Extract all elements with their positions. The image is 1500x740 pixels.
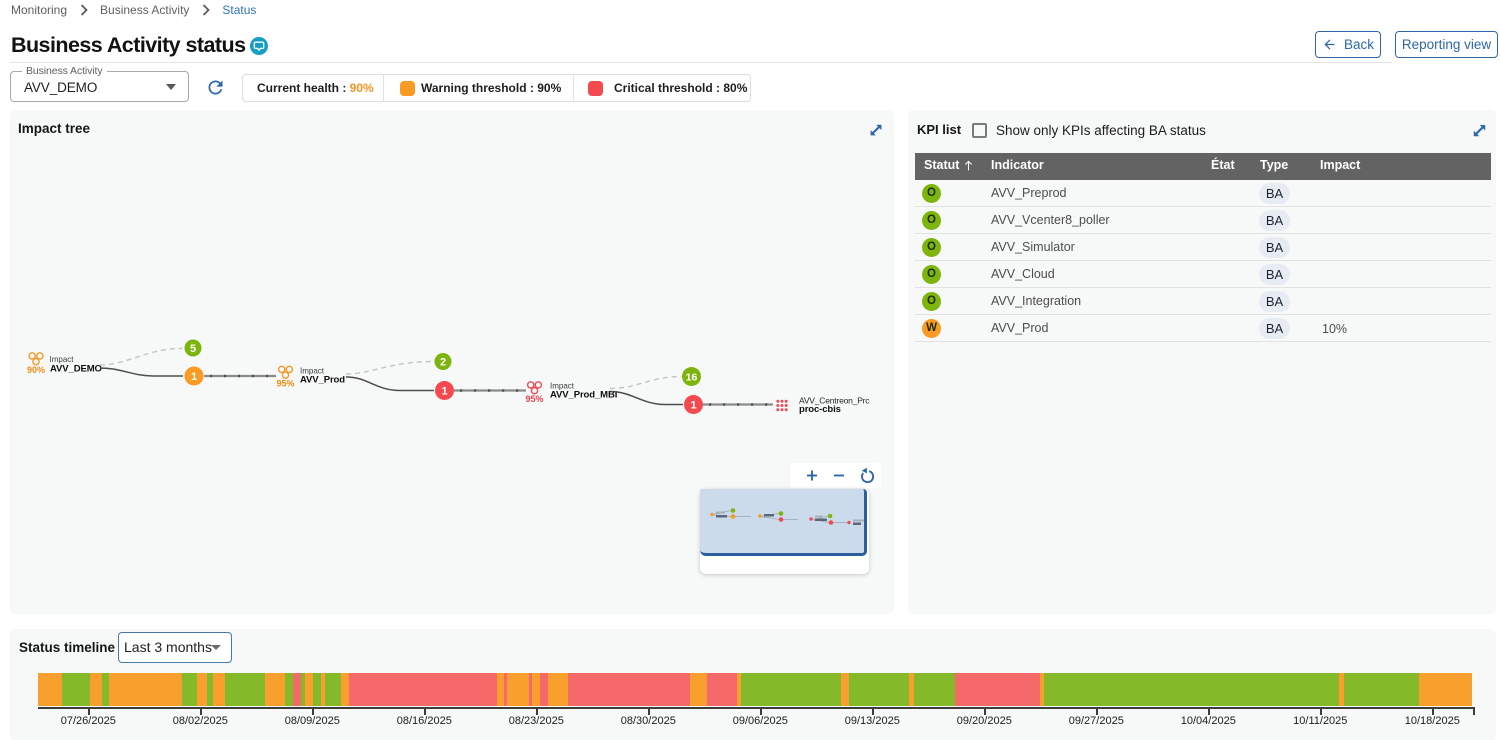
svg-text:proc-cbis: proc-cbis <box>799 404 841 415</box>
svg-text:90%: 90% <box>27 365 45 375</box>
svg-text:1: 1 <box>441 386 447 398</box>
svg-text:1: 1 <box>690 400 696 412</box>
svg-text:95%: 95% <box>276 379 294 389</box>
svg-text:Impact: Impact <box>550 382 575 391</box>
svg-text:1: 1 <box>191 371 197 383</box>
svg-text:2: 2 <box>440 357 446 369</box>
svg-text:AVV_Prod: AVV_Prod <box>300 375 345 386</box>
svg-text:AVV_DEMO: AVV_DEMO <box>50 364 102 375</box>
svg-text:Impact: Impact <box>300 367 325 376</box>
svg-text:AVV_Prod_MBI: AVV_Prod_MBI <box>550 390 617 401</box>
svg-text:Impact: Impact <box>50 355 75 364</box>
svg-text:5: 5 <box>190 343 196 355</box>
svg-text:16: 16 <box>686 372 698 384</box>
svg-text:95%: 95% <box>525 394 543 404</box>
svg-text:AVV_Centreon_Prc: AVV_Centreon_Prc <box>799 396 870 406</box>
